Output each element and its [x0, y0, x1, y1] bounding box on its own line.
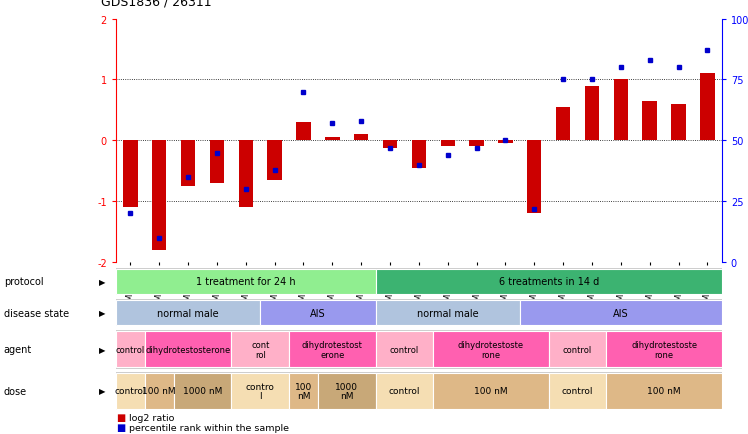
Text: ▶: ▶: [99, 387, 105, 395]
Bar: [527, 141, 542, 214]
Bar: [671, 105, 686, 141]
Text: ■: ■: [116, 423, 125, 432]
Text: normal male: normal male: [157, 308, 219, 318]
Text: log2 ratio: log2 ratio: [129, 413, 175, 422]
Text: percentile rank within the sample: percentile rank within the sample: [129, 423, 289, 432]
Bar: [613, 80, 628, 141]
Text: dose: dose: [4, 386, 27, 396]
Bar: [145, 374, 174, 408]
Bar: [325, 138, 340, 141]
Text: dihydrotestoste
rone: dihydrotestoste rone: [631, 340, 697, 358]
Bar: [231, 374, 289, 408]
Bar: [433, 332, 549, 367]
Text: AIS: AIS: [613, 308, 628, 318]
Text: 1000
nM: 1000 nM: [335, 382, 358, 400]
Text: control: control: [116, 345, 145, 354]
Text: control: control: [562, 387, 593, 395]
Text: 1 treatment for 24 h: 1 treatment for 24 h: [196, 277, 295, 286]
Bar: [181, 141, 195, 187]
Bar: [375, 269, 722, 294]
Text: control: control: [114, 387, 146, 395]
Text: contro
l: contro l: [246, 382, 275, 400]
Text: 100 nM: 100 nM: [474, 387, 508, 395]
Text: ▶: ▶: [99, 277, 105, 286]
Text: protocol: protocol: [4, 277, 43, 286]
Bar: [116, 374, 145, 408]
Text: agent: agent: [4, 345, 32, 354]
Text: control: control: [389, 387, 420, 395]
Bar: [375, 300, 520, 326]
Text: cont
rol: cont rol: [251, 340, 269, 358]
Text: disease state: disease state: [4, 308, 69, 318]
Text: ▶: ▶: [99, 345, 105, 354]
Bar: [289, 332, 375, 367]
Bar: [174, 374, 231, 408]
Bar: [375, 332, 433, 367]
Bar: [549, 332, 607, 367]
Bar: [152, 141, 166, 250]
Bar: [469, 141, 484, 147]
Text: AIS: AIS: [310, 308, 325, 318]
Bar: [296, 123, 310, 141]
Bar: [607, 332, 722, 367]
Bar: [116, 269, 375, 294]
Bar: [260, 300, 375, 326]
Text: 100 nM: 100 nM: [142, 387, 176, 395]
Bar: [239, 141, 253, 208]
Text: dihydrotestosterone: dihydrotestosterone: [145, 345, 230, 354]
Bar: [375, 374, 433, 408]
Bar: [549, 374, 607, 408]
Text: normal male: normal male: [417, 308, 479, 318]
Text: 100 nM: 100 nM: [647, 387, 681, 395]
Text: ■: ■: [116, 413, 125, 422]
Text: 1000 nM: 1000 nM: [183, 387, 222, 395]
Bar: [383, 141, 397, 148]
Bar: [289, 374, 318, 408]
Text: ▶: ▶: [99, 309, 105, 317]
Bar: [643, 102, 657, 141]
Text: control: control: [563, 345, 592, 354]
Bar: [607, 374, 722, 408]
Bar: [231, 332, 289, 367]
Bar: [318, 374, 375, 408]
Bar: [411, 141, 426, 168]
Bar: [354, 135, 368, 141]
Bar: [209, 141, 224, 184]
Bar: [520, 300, 722, 326]
Bar: [498, 141, 512, 144]
Bar: [700, 74, 714, 141]
Bar: [123, 141, 138, 208]
Text: control: control: [390, 345, 419, 354]
Text: dihydrotestoste
rone: dihydrotestoste rone: [458, 340, 524, 358]
Bar: [145, 332, 231, 367]
Text: dihydrotestost
erone: dihydrotestost erone: [302, 340, 363, 358]
Bar: [267, 141, 282, 181]
Bar: [441, 141, 455, 147]
Text: GDS1836 / 26311: GDS1836 / 26311: [101, 0, 212, 9]
Bar: [116, 332, 145, 367]
Bar: [585, 86, 599, 141]
Bar: [433, 374, 549, 408]
Text: 6 treatments in 14 d: 6 treatments in 14 d: [499, 277, 599, 286]
Bar: [556, 108, 570, 141]
Text: 100
nM: 100 nM: [295, 382, 312, 400]
Bar: [116, 300, 260, 326]
